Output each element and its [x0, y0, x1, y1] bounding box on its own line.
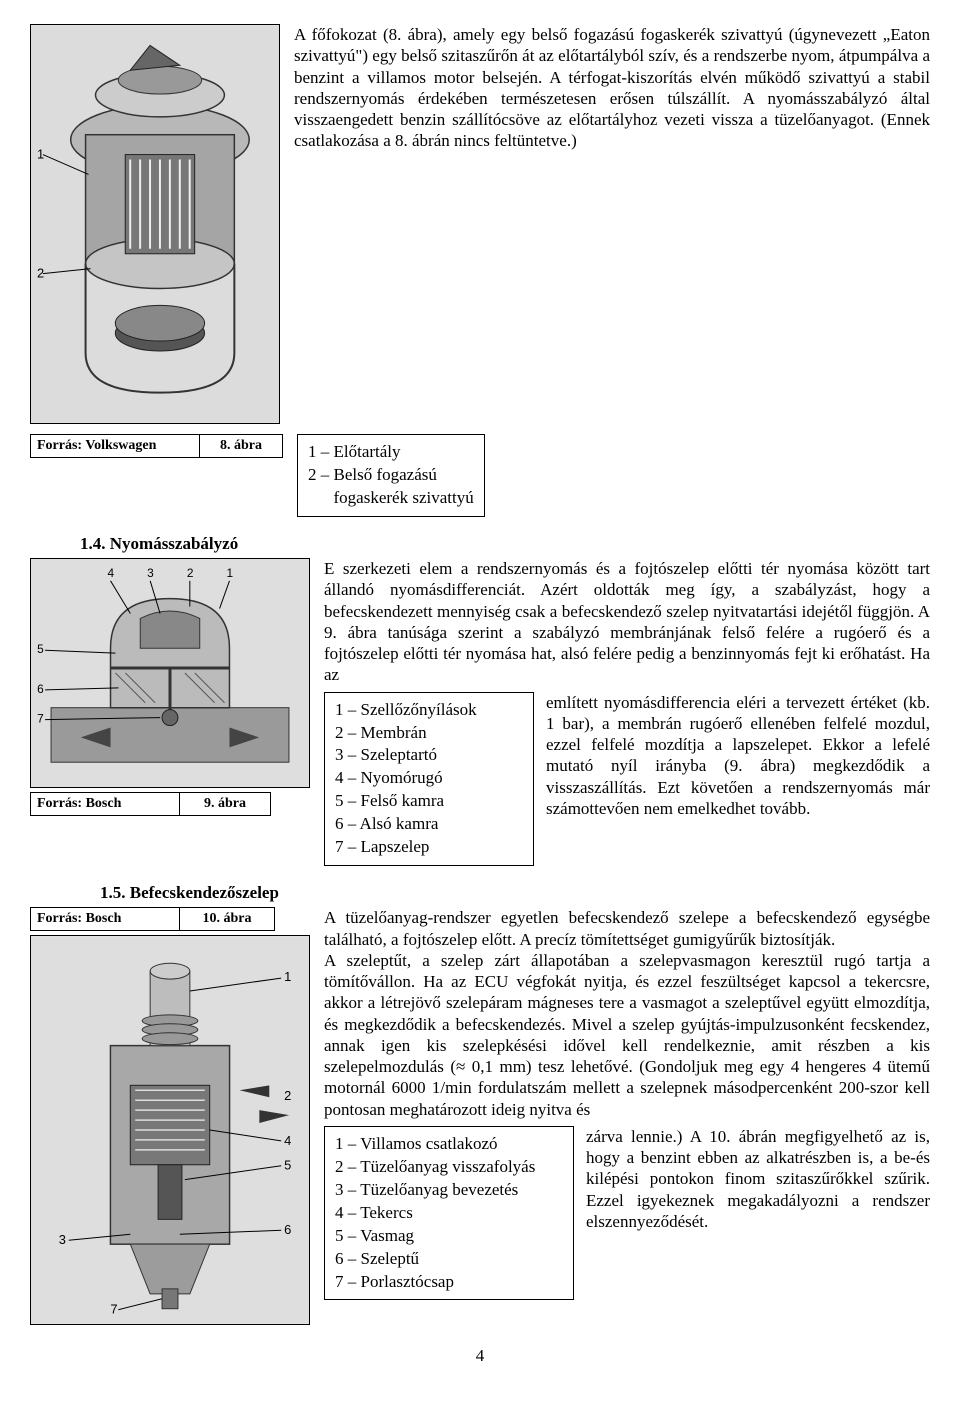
intro-paragraph: A főfokozat (8. ábra), amely egy belső f… — [294, 24, 930, 152]
svg-text:7: 7 — [110, 1302, 117, 1317]
s2-text-a: E szerkezeti elem a rendszernyomás és a … — [324, 558, 930, 686]
s3-legend-text-row: 1 – Villamos csatlakozó 2 – Tüzelőanyag … — [324, 1126, 930, 1301]
fig10-column: Forrás: Bosch 10. ábra — [30, 907, 310, 1325]
svg-text:7: 7 — [37, 712, 44, 726]
figure-8-svg: 1 2 — [31, 25, 279, 423]
section-1-5-title: 1.5. Befecskendezőszelep — [30, 882, 930, 903]
fig10-source: Forrás: Bosch — [30, 907, 180, 931]
s2-text-b: említett nyomásdifferencia eléri a terve… — [546, 692, 930, 820]
fig9-source: Forrás: Bosch — [30, 792, 180, 816]
figure-9-svg: 4 3 2 1 5 6 7 — [31, 559, 309, 787]
fig8-legend: 1 – Előtartály 2 – Belső fogazású fogask… — [297, 434, 485, 517]
fig10-number: 10. ábra — [180, 907, 275, 931]
svg-text:1: 1 — [227, 566, 234, 580]
svg-text:1: 1 — [37, 147, 44, 162]
fig9-number: 9. ábra — [180, 792, 271, 816]
fig9-legend: 1 – Szellőzőnyílások 2 – Membrán 3 – Sze… — [324, 692, 534, 867]
svg-text:2: 2 — [37, 266, 44, 281]
fig8-number: 8. ábra — [200, 434, 283, 458]
svg-text:2: 2 — [187, 566, 194, 580]
s2-legend-text-row: 1 – Szellőzőnyílások 2 – Membrán 3 – Sze… — [324, 692, 930, 867]
svg-text:4: 4 — [284, 1133, 291, 1148]
section-1-4-title: 1.4. Nyomásszabályzó — [30, 533, 930, 554]
fig8-source: Forrás: Volkswagen — [30, 434, 200, 458]
page-number: 4 — [30, 1345, 930, 1366]
section-1-4-row: 4 3 2 1 5 6 7 Forrás: Bosch 9. ábra E sz… — [30, 558, 930, 866]
s3-text-b: zárva lennie.) A 10. ábrán megfigyelhető… — [586, 1126, 930, 1232]
fig10-caption: Forrás: Bosch 10. ábra — [30, 907, 310, 931]
svg-text:1: 1 — [284, 969, 291, 984]
svg-text:4: 4 — [108, 566, 115, 580]
figure-10: 1 2 4 5 6 3 7 — [30, 935, 310, 1325]
svg-text:6: 6 — [37, 682, 44, 696]
figure-8: 1 2 — [30, 24, 280, 424]
section-fig8-text: 1 2 A főfokozat (8. ábra), amely egy bel… — [30, 24, 930, 424]
svg-text:5: 5 — [37, 642, 44, 656]
fig8-caption-row: Forrás: Volkswagen 8. ábra 1 – Előtartál… — [30, 434, 930, 517]
fig8-column: 1 2 — [30, 24, 280, 424]
svg-text:6: 6 — [284, 1222, 291, 1237]
svg-text:5: 5 — [284, 1158, 291, 1173]
fig9-caption: Forrás: Bosch 9. ábra — [30, 792, 310, 816]
section-1-4-text: E szerkezeti elem a rendszernyomás és a … — [324, 558, 930, 866]
section-1-5-text: A tüzelőanyag-rendszer egyetlen befecske… — [324, 907, 930, 1300]
s3-text-a: A tüzelőanyag-rendszer egyetlen befecske… — [324, 907, 930, 1120]
svg-text:2: 2 — [284, 1088, 291, 1103]
section-1-5-row: Forrás: Bosch 10. ábra — [30, 907, 930, 1325]
fig10-legend: 1 – Villamos csatlakozó 2 – Tüzelőanyag … — [324, 1126, 574, 1301]
svg-text:3: 3 — [147, 566, 154, 580]
svg-text:3: 3 — [59, 1232, 66, 1247]
fig8-caption: Forrás: Volkswagen 8. ábra — [30, 434, 283, 458]
fig9-column: 4 3 2 1 5 6 7 Forrás: Bosch 9. ábra — [30, 558, 310, 816]
figure-9: 4 3 2 1 5 6 7 — [30, 558, 310, 788]
figure-10-svg: 1 2 4 5 6 3 7 — [31, 936, 309, 1324]
